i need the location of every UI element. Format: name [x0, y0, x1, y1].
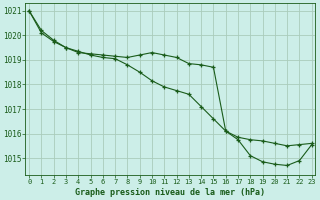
X-axis label: Graphe pression niveau de la mer (hPa): Graphe pression niveau de la mer (hPa) — [76, 188, 265, 197]
